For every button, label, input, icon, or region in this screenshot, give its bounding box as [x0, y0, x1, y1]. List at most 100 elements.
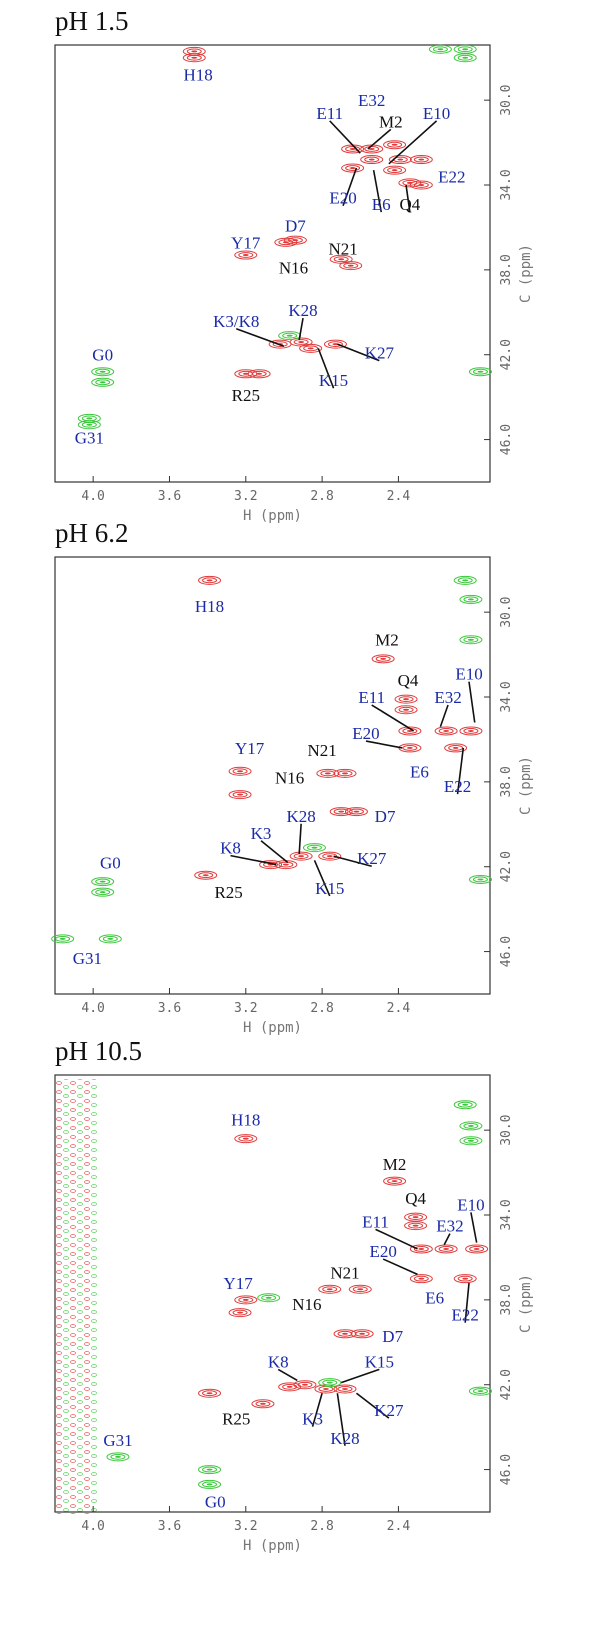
leader-line [340, 1368, 380, 1384]
peak-core [99, 891, 106, 894]
peak-contour [261, 1294, 277, 1301]
peak [194, 870, 218, 880]
x-axis-label: H (ppm) [243, 1020, 302, 1036]
y-tick-label: 38.0 [499, 766, 514, 797]
peak-contour [348, 1284, 372, 1294]
peak [182, 53, 206, 63]
peak-core [326, 1288, 333, 1291]
peak [409, 180, 433, 190]
x-tick-label: 3.6 [158, 489, 181, 504]
peak [350, 1329, 374, 1339]
y-tick-label: 38.0 [499, 254, 514, 285]
peak-contour [322, 853, 338, 860]
y-tick-label: 34.0 [499, 169, 514, 200]
peak-contour [333, 808, 349, 815]
plot-frame [54, 44, 491, 483]
leader-line [333, 855, 372, 868]
y-axis-label: C (ppm) [518, 244, 534, 303]
peak-contour [387, 141, 403, 148]
peak-contour [350, 1329, 374, 1339]
leader-line [235, 328, 285, 347]
peak [51, 934, 75, 944]
peak-label: G31 [103, 1431, 132, 1450]
peak-contour [459, 1136, 483, 1146]
leader-line [277, 1368, 298, 1382]
peak-label: K28 [330, 1429, 359, 1448]
peak [468, 1386, 492, 1396]
peak-contour [453, 575, 477, 585]
peak-label: K15 [365, 1352, 394, 1371]
peak-label: R25 [222, 1410, 250, 1429]
peak-core [391, 1180, 398, 1183]
peak-core [342, 1332, 348, 1335]
peak-core [391, 169, 398, 172]
peak-contour [318, 851, 342, 861]
peak [459, 726, 483, 736]
peak-core [298, 340, 305, 343]
peak-contour [228, 766, 252, 776]
peak [468, 874, 492, 884]
peak-label: M2 [383, 1155, 407, 1174]
peak-contour [434, 726, 458, 736]
peak-core [286, 334, 293, 337]
peak-core [357, 1288, 364, 1291]
peak-label: E22 [444, 777, 471, 796]
peak-contour [408, 1214, 424, 1221]
peak [409, 1274, 433, 1284]
peak-contour [299, 343, 323, 353]
x-tick-label: 2.8 [310, 1001, 333, 1016]
peak [318, 1284, 342, 1294]
x-tick-label: 2.4 [387, 1519, 411, 1534]
x-tick-label: 4.0 [81, 489, 104, 504]
peak-core [237, 1311, 244, 1314]
peak-contour [438, 728, 454, 734]
peak-contour [459, 1121, 483, 1131]
peak [434, 1244, 458, 1254]
peak-contour [413, 156, 429, 163]
x-tick-label: 2.8 [310, 489, 333, 504]
peak-contour [434, 1244, 458, 1254]
peak-contour [238, 252, 254, 258]
peak [333, 1329, 357, 1339]
peak-contour [186, 54, 202, 61]
peak-core [324, 772, 331, 775]
leader-line [405, 184, 411, 213]
peak-contour [457, 54, 473, 61]
peak-contour [198, 1388, 222, 1398]
peak-contour [333, 768, 357, 778]
peak [404, 1221, 428, 1231]
peak [434, 726, 458, 736]
peak-label: G31 [73, 949, 102, 968]
peak [198, 1388, 222, 1398]
x-tick-label: 3.6 [158, 1001, 181, 1016]
peak [98, 934, 122, 944]
leader-line [382, 1258, 418, 1276]
peak-contour [339, 261, 363, 271]
peak-contour [110, 1453, 126, 1460]
peak-contour [388, 155, 412, 165]
peak-contour [251, 1399, 275, 1409]
peak-contour [394, 705, 418, 715]
peak-core [406, 746, 413, 749]
leader-line [298, 823, 302, 855]
peak-core [349, 147, 356, 150]
peak [318, 1378, 342, 1388]
leader-line [464, 1282, 470, 1323]
peak-contour [327, 341, 343, 348]
peak-core [418, 158, 425, 161]
peak-label: E32 [434, 688, 461, 707]
peak-core [191, 56, 198, 59]
peak-contour [247, 369, 271, 379]
peak-label: E20 [352, 724, 379, 743]
peak-contour [457, 46, 473, 53]
peak [293, 1380, 317, 1390]
peak-contour [91, 877, 115, 887]
peak [383, 1176, 407, 1186]
peak-label: G31 [75, 428, 104, 447]
peak [371, 654, 395, 664]
peak-label: E20 [369, 1242, 396, 1261]
peak [383, 165, 407, 175]
peak [428, 44, 452, 54]
peak-contour [91, 367, 115, 377]
peak-contour [51, 934, 75, 944]
